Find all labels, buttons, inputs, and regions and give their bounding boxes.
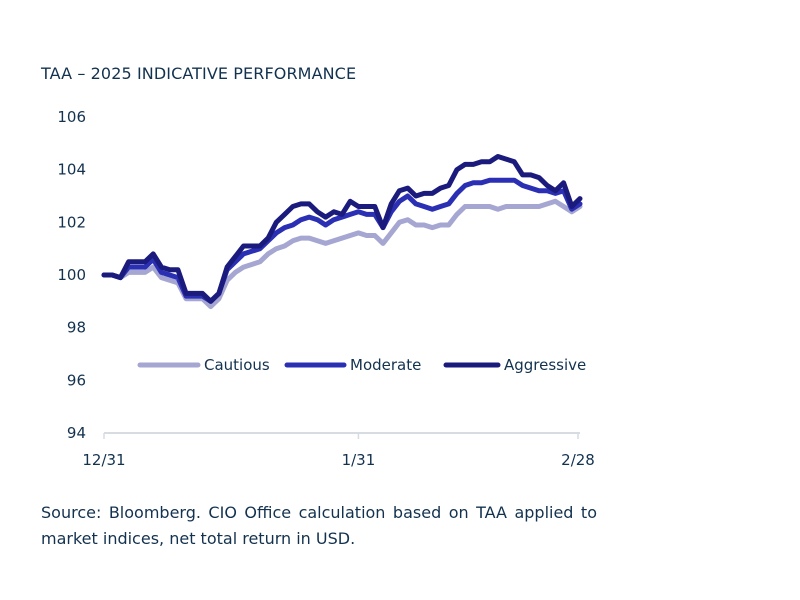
y-tick-label: 104 <box>57 161 86 179</box>
x-tick-label: 1/31 <box>342 451 376 469</box>
y-tick-label: 98 <box>67 319 86 337</box>
x-axis-ticks <box>103 433 579 439</box>
legend-item-cautious: Cautious <box>137 356 270 374</box>
x-tick-label: 2/28 <box>561 451 595 469</box>
y-tick-label: 96 <box>67 371 86 389</box>
x-tick-label: 12/31 <box>82 451 125 469</box>
chart-title: TAA – 2025 INDICATIVE PERFORMANCE <box>41 64 357 83</box>
y-tick-label: 94 <box>67 424 86 442</box>
source-note: Source: Bloomberg. CIO Office calculatio… <box>41 503 597 548</box>
legend-item-aggressive: Aggressive <box>443 356 586 374</box>
x-axis: 12/31 1/31 2/28 <box>82 432 595 469</box>
legend-label: Aggressive <box>504 356 586 374</box>
y-tick-label: 100 <box>57 266 86 284</box>
series-lines <box>101 154 583 310</box>
legend-label: Moderate <box>350 356 421 374</box>
y-axis-labels: 94 96 98 100 102 104 106 <box>57 108 86 442</box>
legend-item-moderate: Moderate <box>284 356 421 374</box>
y-tick-label: 102 <box>57 213 86 231</box>
legend: Cautious Moderate Aggressive <box>137 356 586 374</box>
y-tick-label: 106 <box>57 108 86 126</box>
x-axis-labels: 12/31 1/31 2/28 <box>82 451 594 469</box>
series-line-aggressive <box>101 154 583 304</box>
legend-label: Cautious <box>204 356 270 374</box>
